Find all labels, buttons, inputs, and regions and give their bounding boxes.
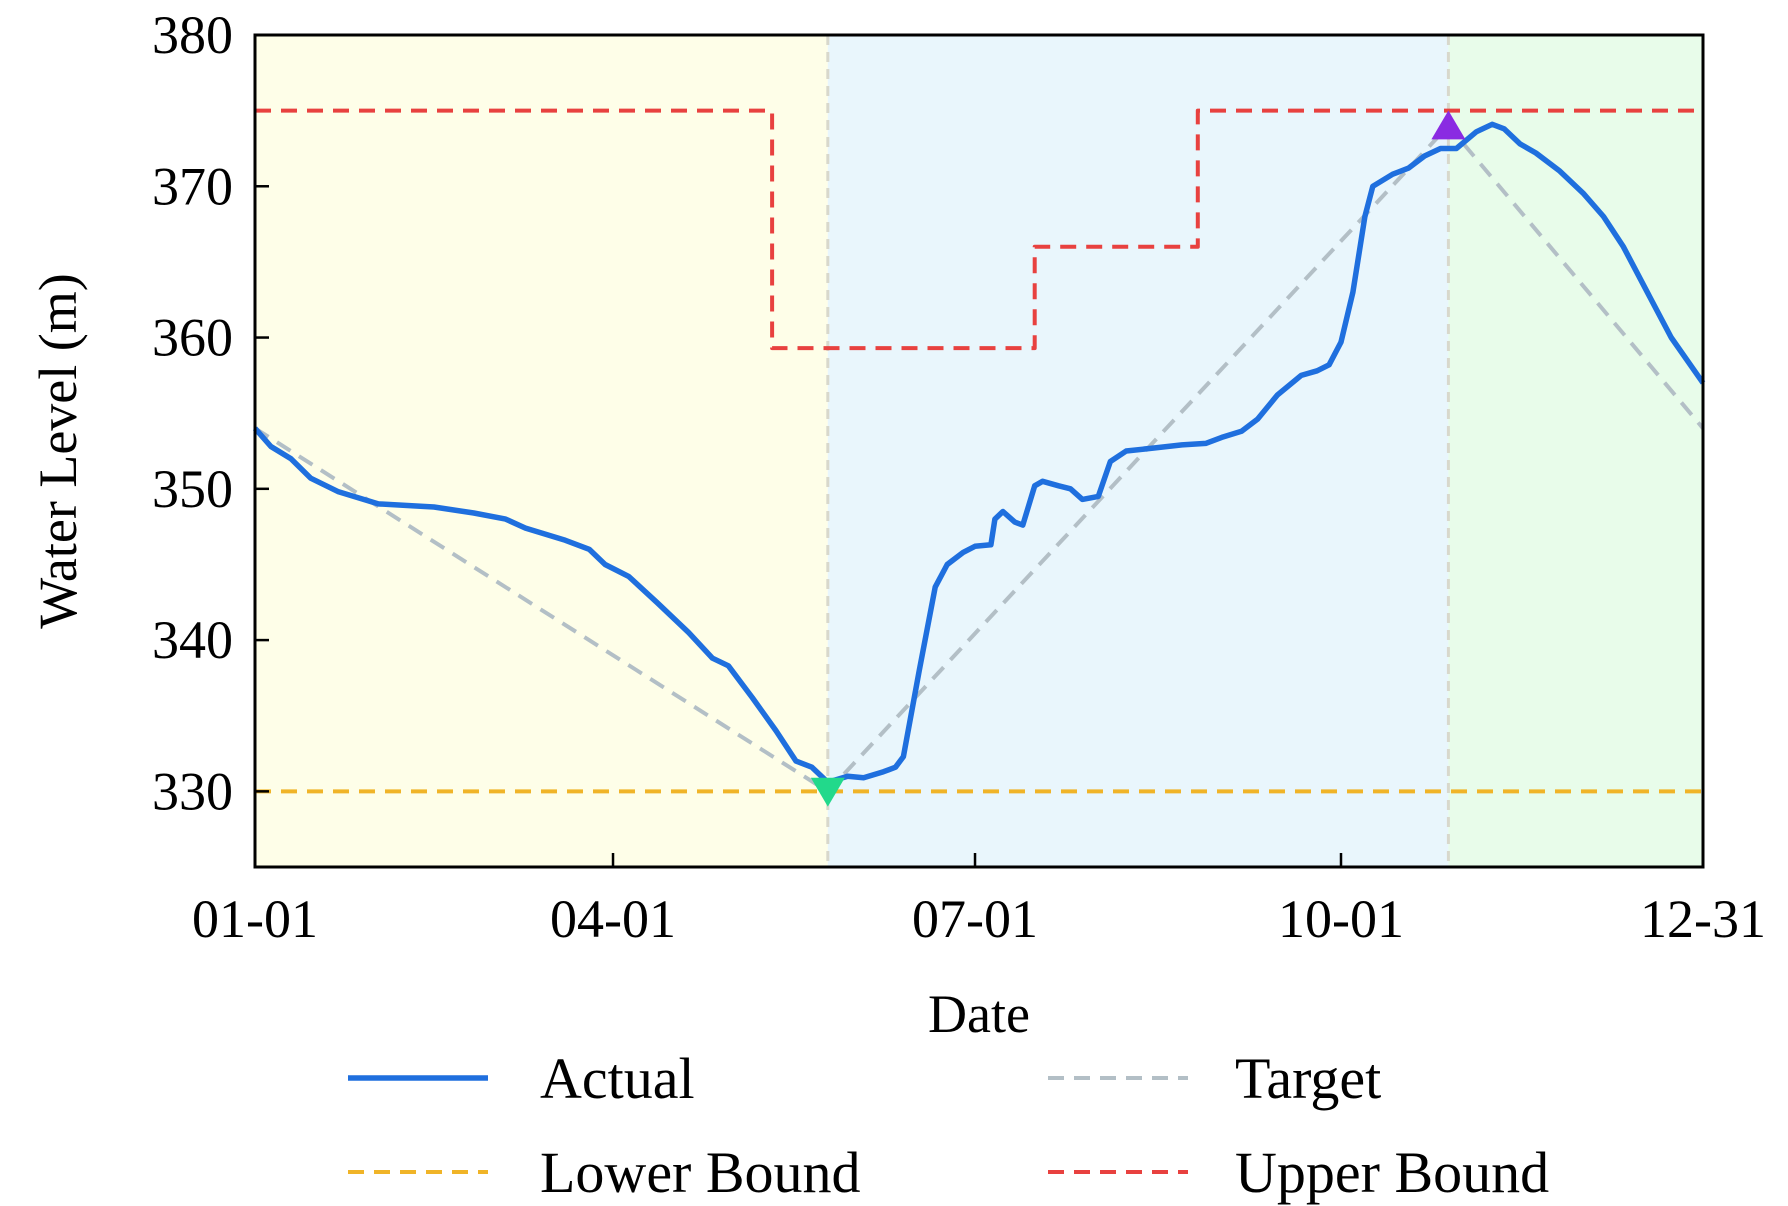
- y-tick-label: 340: [152, 610, 233, 670]
- y-axis-title: Water Level (m): [28, 273, 88, 628]
- series-actual: [252, 121, 1706, 786]
- region-1: [255, 35, 828, 867]
- y-tick-label: 360: [152, 308, 233, 368]
- x-tick-label: 12-31: [1640, 889, 1766, 949]
- x-axis-title: Date: [928, 984, 1030, 1044]
- point-markers: [810, 110, 1466, 807]
- x-tick-label: 01-01: [192, 889, 318, 949]
- vertical-markers: [826, 35, 1450, 867]
- legend-label: Lower Bound: [540, 1140, 861, 1205]
- series-lines: [252, 108, 1706, 794]
- season-regions: [255, 35, 1703, 867]
- x-axis-ticks: 01-01 04-01 07-01 10-01 12-31: [192, 853, 1766, 949]
- legend-label: Actual: [540, 1046, 695, 1111]
- marker-triangle-down: [810, 777, 845, 807]
- x-tick-label: 04-01: [550, 889, 676, 949]
- plot-frame: [253, 33, 1705, 869]
- y-axis-ticks: 330 340 350 360 370 380: [152, 5, 269, 821]
- y-tick-label: 350: [152, 459, 233, 519]
- x-tick-label: 07-01: [912, 889, 1038, 949]
- y-tick-label: 370: [152, 156, 233, 216]
- x-tick-label: 10-01: [1278, 889, 1404, 949]
- legend-label: Upper Bound: [1235, 1140, 1549, 1205]
- legend: Actual Target Lower Bound Upper Bound: [348, 1046, 1549, 1205]
- legend-label: Target: [1235, 1046, 1381, 1111]
- series-upper-bound: [255, 108, 1703, 351]
- marker-triangle-up: [1431, 110, 1466, 140]
- y-tick-label: 380: [152, 5, 233, 65]
- y-tick-label: 330: [152, 761, 233, 821]
- region-3: [1448, 35, 1703, 867]
- series-target: [253, 123, 1705, 794]
